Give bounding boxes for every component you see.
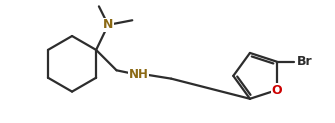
Text: NH: NH xyxy=(129,68,149,81)
Text: N: N xyxy=(103,18,113,31)
Text: Br: Br xyxy=(297,55,313,68)
Text: O: O xyxy=(272,84,282,97)
